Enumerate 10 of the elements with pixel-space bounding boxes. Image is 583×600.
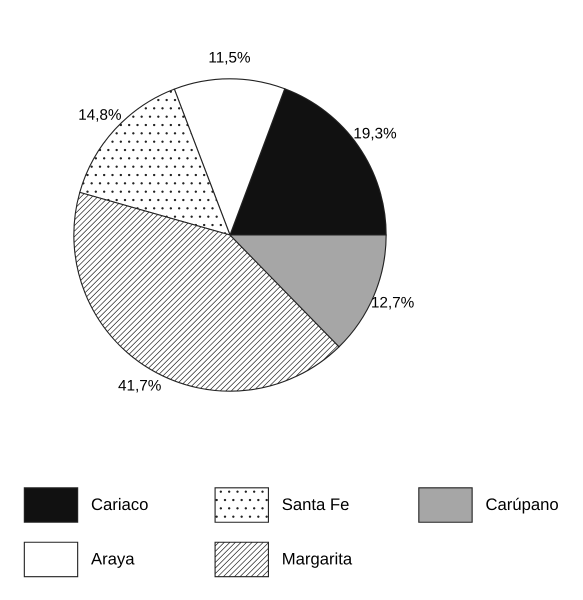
data-label: 11,5% — [210, 52, 250, 64]
legend-label: Carúpano — [486, 498, 558, 514]
legend-label: Cariaco — [92, 498, 148, 510]
data-label: 41,7% — [118, 380, 161, 393]
data-label: 12,7% — [372, 296, 414, 310]
legend-label: Araya — [91, 552, 135, 568]
data-label: 14,8% — [79, 109, 121, 122]
legend-label: Margarita — [283, 552, 352, 568]
legend-label: Santa Fe — [282, 498, 349, 510]
data-label: 19,3% — [354, 128, 396, 140]
